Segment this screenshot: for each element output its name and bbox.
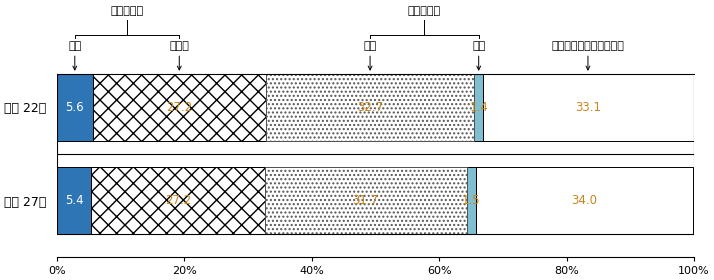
Text: 1.4: 1.4 <box>469 101 488 114</box>
Text: 自宅外: 自宅外 <box>169 41 189 52</box>
Bar <box>57 74 93 141</box>
Text: 自宅: 自宅 <box>68 41 81 52</box>
Bar <box>266 74 474 141</box>
Bar <box>483 74 694 141</box>
Bar <box>93 74 266 141</box>
Text: 33.1: 33.1 <box>575 101 602 114</box>
Text: 自市区町村: 自市区町村 <box>111 6 144 16</box>
Bar <box>265 167 466 234</box>
Bar <box>93 74 266 141</box>
Text: 31.7: 31.7 <box>353 194 378 207</box>
Bar <box>466 167 476 234</box>
Bar <box>91 167 265 234</box>
Text: 27.2: 27.2 <box>165 194 191 207</box>
Text: 他市区町村: 他市区町村 <box>408 6 441 16</box>
Text: 県内: 県内 <box>363 41 377 52</box>
Bar <box>476 167 693 234</box>
Text: 5.6: 5.6 <box>66 101 84 114</box>
Bar <box>91 167 265 234</box>
Text: 27.2: 27.2 <box>166 101 192 114</box>
Bar <box>57 167 91 234</box>
Text: 5.4: 5.4 <box>65 194 84 207</box>
Bar <box>266 74 474 141</box>
Bar <box>474 74 483 141</box>
Text: 従業も通学もしていない: 従業も通学もしていない <box>551 41 624 52</box>
Text: 32.7: 32.7 <box>357 101 383 114</box>
Text: 県外: 県外 <box>472 41 486 52</box>
Bar <box>265 167 466 234</box>
Text: 1.5: 1.5 <box>462 194 481 207</box>
Text: 34.0: 34.0 <box>571 194 598 207</box>
